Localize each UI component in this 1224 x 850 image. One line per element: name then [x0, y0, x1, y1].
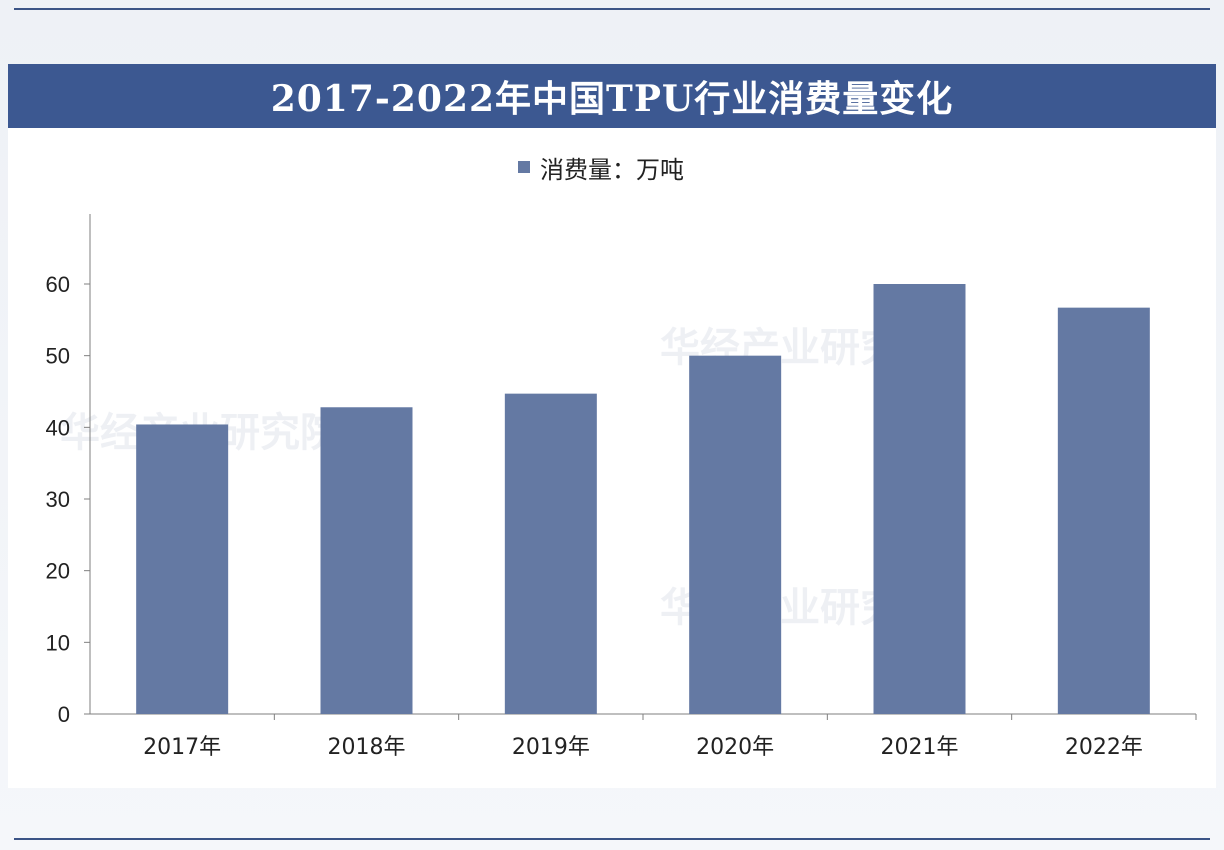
y-tick-label: 40	[46, 415, 70, 440]
legend-label: 消费量：万吨	[540, 155, 684, 184]
x-tick-label: 2020年	[696, 735, 774, 760]
y-tick-label: 50	[46, 344, 70, 369]
bar	[1057, 307, 1150, 714]
x-tick-label: 2018年	[328, 735, 406, 760]
bar	[689, 355, 782, 714]
legend-swatch	[518, 161, 530, 173]
y-tick-label: 0	[58, 702, 70, 727]
y-tick-label: 20	[46, 559, 70, 584]
legend: 消费量：万吨	[518, 150, 684, 184]
chart-title: 2017-2022年中国TPU行业消费量变化	[270, 78, 954, 120]
bar	[136, 424, 229, 714]
x-tick-label: 2021年	[881, 735, 959, 760]
y-tick-label: 60	[46, 272, 70, 297]
x-tick-label: 2022年	[1065, 735, 1143, 760]
bar	[873, 284, 966, 714]
x-tick-label: 2017年	[143, 735, 221, 760]
bar	[320, 407, 413, 714]
y-tick-label: 10	[46, 630, 70, 655]
title-bar: 2017-2022年中国TPU行业消费量变化	[8, 64, 1216, 128]
bar	[504, 393, 597, 714]
bottom-rule	[14, 838, 1210, 840]
x-tick-label: 2019年	[512, 735, 590, 760]
y-tick-label: 30	[46, 487, 70, 512]
top-rule	[14, 8, 1210, 10]
